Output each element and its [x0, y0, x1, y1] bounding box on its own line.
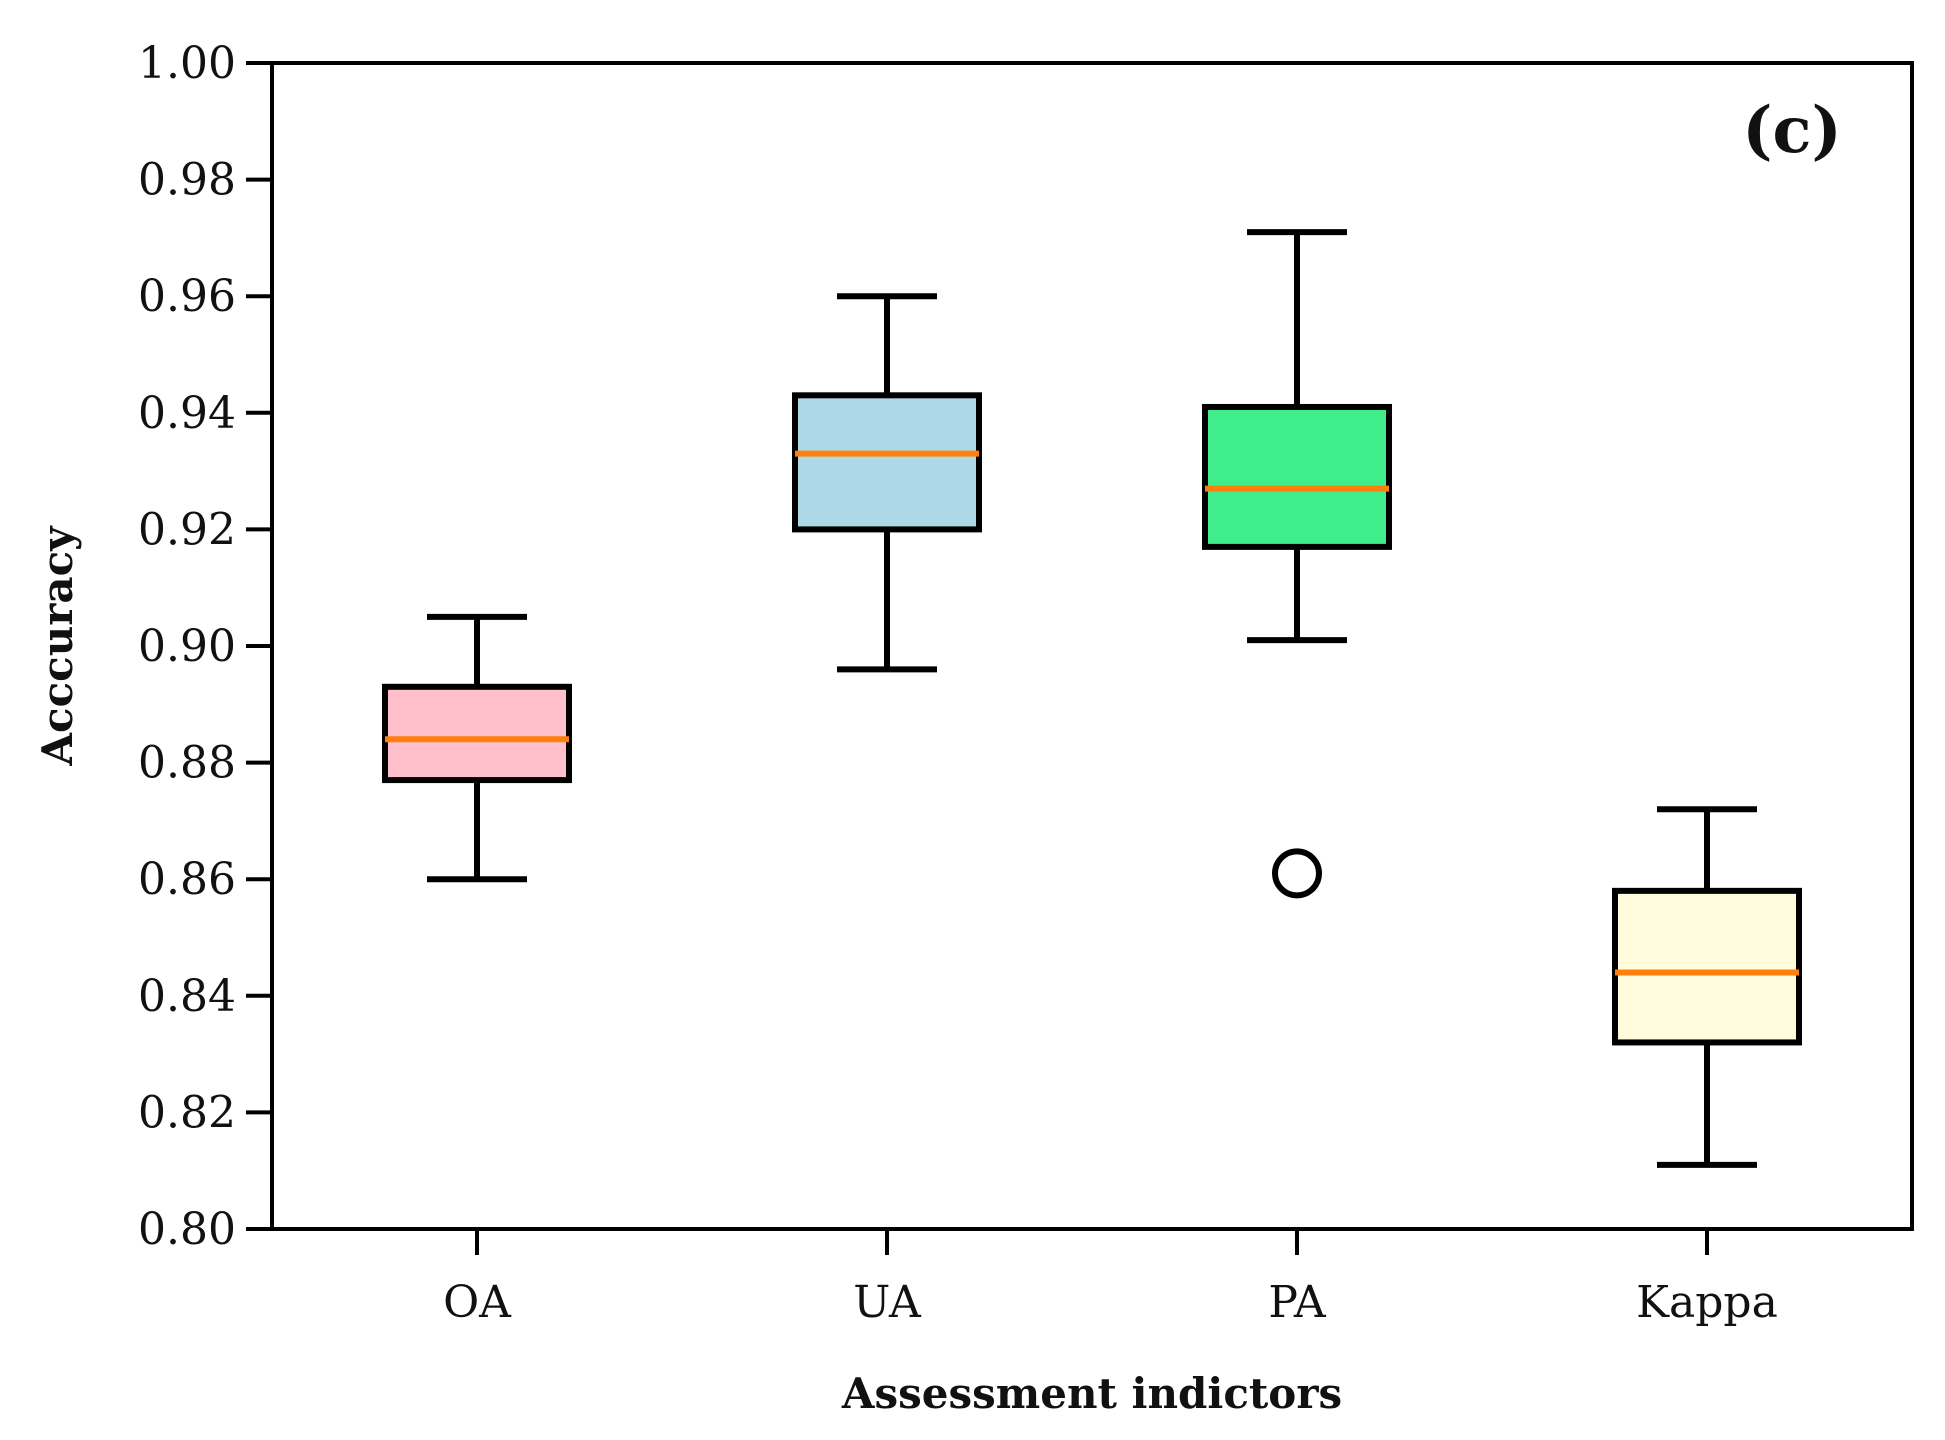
x-tick-label: Kappa [1636, 1277, 1778, 1328]
boxes-group [382, 229, 1802, 1168]
box-iqr [1612, 887, 1802, 1046]
y-tick-label: 0.86 [138, 854, 236, 905]
panel-label: (c) [1742, 93, 1842, 168]
y-tick-label: 0.94 [138, 388, 236, 439]
box-pa [1202, 229, 1392, 899]
plot-area [272, 63, 1912, 1229]
x-axis-title: Assessment indictors [841, 1369, 1342, 1418]
plot-frame [270, 61, 1914, 1231]
outlier-point [1272, 848, 1322, 899]
x-tick-label: OA [443, 1277, 512, 1328]
y-tick-label: 0.90 [138, 621, 236, 672]
y-tick-label: 0.92 [138, 504, 236, 555]
box-iqr [1202, 403, 1392, 550]
box-iqr [792, 392, 982, 533]
y-tick-label: 0.98 [138, 155, 236, 206]
y-tick-label: 0.80 [138, 1204, 236, 1255]
box-kappa [1612, 806, 1802, 1168]
x-tick-label: UA [853, 1277, 922, 1328]
y-axis: 0.80 0.82 0.84 0.86 0.88 0.90 0.92 0.94 0.96 0.98… [138, 38, 272, 1255]
box-ua [792, 293, 982, 673]
x-tick-label: PA [1268, 1277, 1327, 1328]
x-axis: OA UA PA Kappa [443, 1229, 1778, 1328]
y-tick-label: 0.84 [138, 971, 236, 1022]
box-iqr [382, 683, 572, 784]
y-tick-label: 0.96 [138, 271, 236, 322]
y-tick-label: 1.00 [138, 38, 236, 89]
y-tick-label: 0.88 [138, 738, 236, 789]
y-axis-title: Acccuracy [33, 525, 82, 767]
box-oa [382, 613, 572, 883]
y-tick-label: 0.82 [138, 1087, 236, 1138]
